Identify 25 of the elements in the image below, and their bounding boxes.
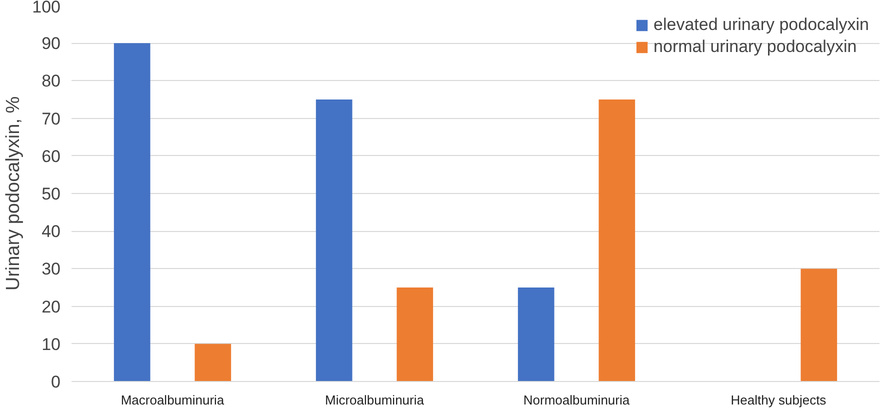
y-tick-label: 80: [42, 72, 61, 91]
bar: [316, 100, 352, 382]
y-tick-label: 20: [42, 297, 61, 316]
bar: [194, 344, 232, 382]
y-tick-label: 60: [42, 146, 61, 166]
x-tick-label: Microalbuminuria: [325, 392, 425, 408]
y-tick-label: 40: [42, 222, 61, 242]
y-tick-label: 90: [42, 34, 61, 54]
x-tick-label: Normoalbuminuria: [523, 392, 630, 408]
y-tick-label: 70: [42, 109, 61, 128]
y-axis-title: Urinary podocalyxin, %: [3, 96, 24, 291]
legend-label: elevated urinary podocalyxin: [654, 15, 869, 35]
bar: [396, 288, 434, 382]
y-tick-label: 100: [32, 0, 61, 16]
y-tick-label: 10: [42, 334, 61, 354]
bar: [800, 268, 838, 382]
legend-label: normal urinary podocalyxin: [654, 37, 857, 57]
bar: [518, 288, 554, 382]
y-tick-label: 0: [51, 372, 61, 392]
bar: [598, 100, 636, 382]
y-tick-label: 30: [42, 260, 61, 279]
x-tick-label: Healthy subjects: [730, 392, 827, 408]
y-tick-label: 50: [42, 184, 61, 204]
x-tick-label: Macroalbuminuria: [120, 392, 225, 408]
bar: [114, 43, 150, 382]
